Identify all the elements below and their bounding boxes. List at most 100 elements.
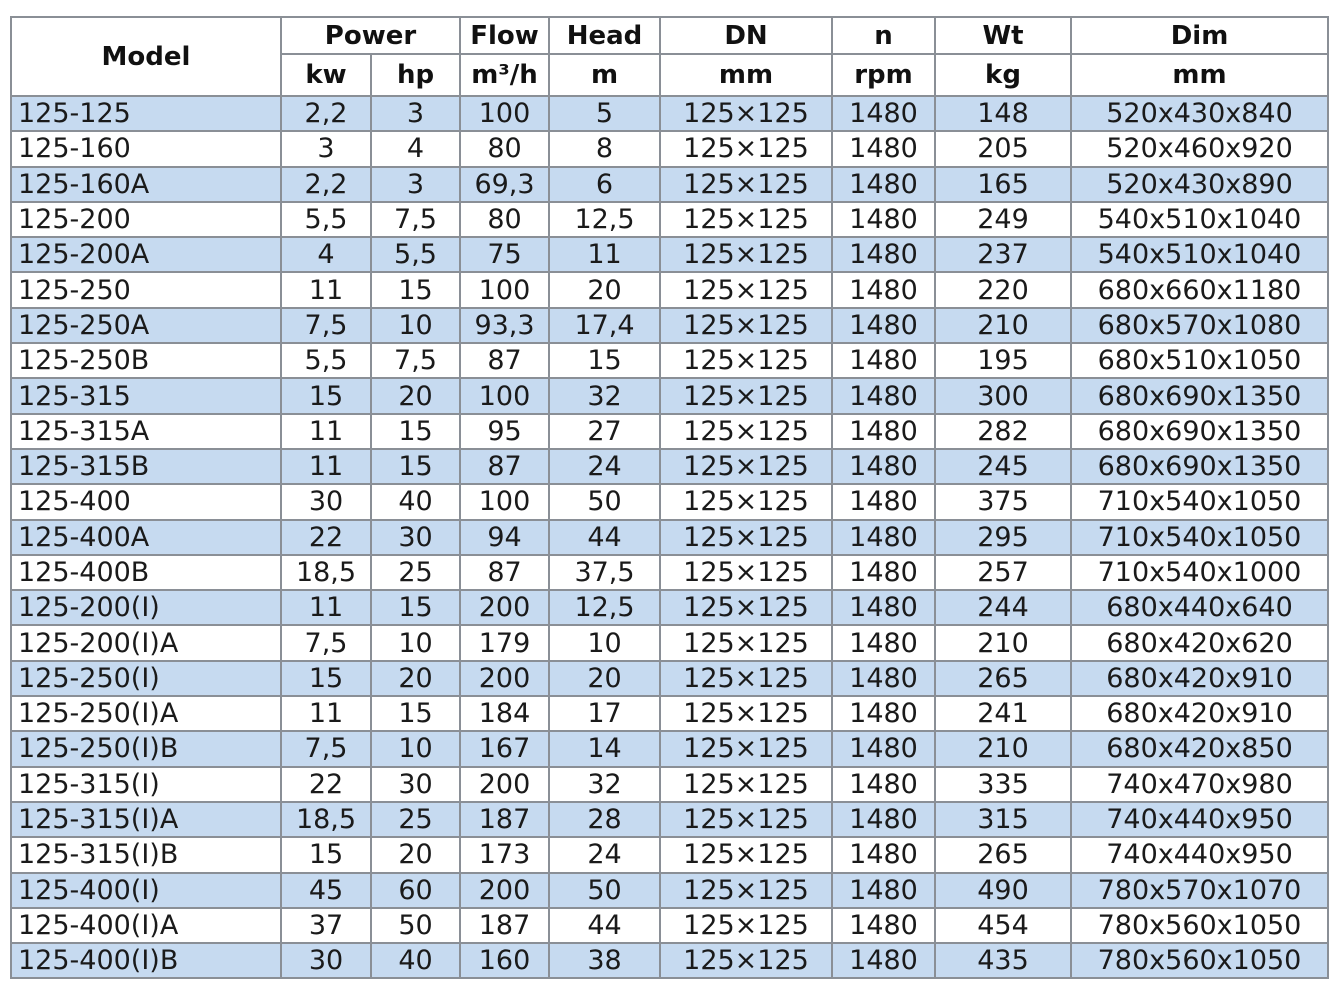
cell-dim: 680x420x910	[1070, 659, 1329, 698]
cell-power-kw: 30	[280, 942, 372, 980]
cell-power-kw: 11	[280, 447, 372, 486]
cell-model: 125-400(I)A	[10, 906, 282, 945]
cell-weight: 210	[934, 624, 1072, 662]
cell-power-kw: 18,5	[280, 800, 372, 839]
table-row: 125-200(I)A 7,5 10 179 10 125×125 1480 210 680x4…	[10, 624, 1329, 662]
cell-power-hp: 15	[370, 589, 461, 627]
cell-head: 20	[548, 659, 661, 698]
cell-dn: 125×125	[659, 94, 833, 133]
cell-power-kw: 15	[280, 377, 372, 415]
cell-flow: 80	[459, 200, 550, 239]
cell-dim: 710x540x1000	[1070, 553, 1329, 592]
cell-power-kw: 11	[280, 695, 372, 733]
cell-dn: 125×125	[659, 130, 833, 168]
cell-power-kw: 22	[280, 518, 372, 556]
table-row: 125-315A 11 15 95 27 125×125 1480 282 680x690x13…	[10, 412, 1329, 450]
cell-model: 125-200	[10, 200, 282, 239]
header-head: Head	[548, 16, 661, 55]
table-row: 125-400(I)A 37 50 187 44 125×125 1480 454 780x56…	[10, 906, 1329, 945]
cell-speed: 1480	[831, 800, 936, 839]
cell-dim: 740x470x980	[1070, 765, 1329, 803]
cell-head: 32	[548, 765, 661, 803]
cell-power-kw: 5,5	[280, 200, 372, 239]
cell-head: 12,5	[548, 200, 661, 239]
unit-speed: rpm	[831, 53, 936, 97]
cell-dn: 125×125	[659, 165, 833, 203]
cell-weight: 315	[934, 800, 1072, 839]
cell-dn: 125×125	[659, 412, 833, 450]
table-row: 125-200(I) 11 15 200 12,5 125×125 1480 244 680x4…	[10, 589, 1329, 627]
cell-speed: 1480	[831, 377, 936, 415]
cell-speed: 1480	[831, 483, 936, 521]
cell-dim: 740x440x950	[1070, 836, 1329, 874]
cell-dn: 125×125	[659, 236, 833, 274]
cell-dn: 125×125	[659, 342, 833, 380]
cell-power-hp: 3	[370, 165, 461, 203]
cell-model: 125-400B	[10, 553, 282, 592]
cell-weight: 490	[934, 871, 1072, 909]
cell-dn: 125×125	[659, 271, 833, 309]
cell-speed: 1480	[831, 447, 936, 486]
cell-head: 50	[548, 871, 661, 909]
cell-speed: 1480	[831, 200, 936, 239]
cell-flow: 80	[459, 130, 550, 168]
cell-flow: 93,3	[459, 306, 550, 345]
cell-weight: 220	[934, 271, 1072, 309]
cell-power-kw: 30	[280, 483, 372, 521]
cell-power-hp: 25	[370, 553, 461, 592]
cell-dn: 125×125	[659, 765, 833, 803]
cell-speed: 1480	[831, 306, 936, 345]
cell-power-hp: 40	[370, 942, 461, 980]
table-row: 125-315 15 20 100 32 125×125 1480 300 680x690x13…	[10, 377, 1329, 415]
cell-flow: 179	[459, 624, 550, 662]
cell-flow: 100	[459, 271, 550, 309]
cell-flow: 200	[459, 871, 550, 909]
cell-power-kw: 45	[280, 871, 372, 909]
cell-weight: 435	[934, 942, 1072, 980]
table-row: 125-250B 5,5 7,5 87 15 125×125 1480 195 680x510x…	[10, 342, 1329, 380]
cell-speed: 1480	[831, 906, 936, 945]
unit-dn: mm	[659, 53, 833, 97]
cell-dim: 520x460x920	[1070, 130, 1329, 168]
header-power: Power	[280, 16, 461, 55]
cell-dim: 680x660x1180	[1070, 271, 1329, 309]
cell-speed: 1480	[831, 730, 936, 768]
cell-dn: 125×125	[659, 306, 833, 345]
cell-dn: 125×125	[659, 942, 833, 980]
cell-weight: 265	[934, 836, 1072, 874]
cell-weight: 295	[934, 518, 1072, 556]
cell-power-hp: 10	[370, 624, 461, 662]
cell-power-kw: 7,5	[280, 730, 372, 768]
cell-dn: 125×125	[659, 377, 833, 415]
cell-power-hp: 15	[370, 412, 461, 450]
cell-power-hp: 25	[370, 800, 461, 839]
header-flow: Flow	[459, 16, 550, 55]
cell-speed: 1480	[831, 695, 936, 733]
cell-speed: 1480	[831, 94, 936, 133]
cell-power-kw: 15	[280, 836, 372, 874]
unit-head: m	[548, 53, 661, 97]
cell-speed: 1480	[831, 871, 936, 909]
cell-model: 125-250(I)B	[10, 730, 282, 768]
cell-power-hp: 15	[370, 695, 461, 733]
cell-speed: 1480	[831, 342, 936, 380]
cell-speed: 1480	[831, 624, 936, 662]
unit-hp: hp	[370, 53, 461, 97]
cell-model: 125-315	[10, 377, 282, 415]
cell-power-kw: 18,5	[280, 553, 372, 592]
cell-power-hp: 7,5	[370, 342, 461, 380]
cell-speed: 1480	[831, 659, 936, 698]
cell-head: 37,5	[548, 553, 661, 592]
cell-dn: 125×125	[659, 730, 833, 768]
cell-head: 27	[548, 412, 661, 450]
cell-dn: 125×125	[659, 483, 833, 521]
cell-model: 125-400(I)B	[10, 942, 282, 980]
cell-dim: 710x540x1050	[1070, 518, 1329, 556]
cell-power-hp: 4	[370, 130, 461, 168]
cell-flow: 200	[459, 659, 550, 698]
cell-power-hp: 15	[370, 271, 461, 309]
table-row: 125-160 3 4 80 8 125×125 1480 205 520x460x920	[10, 130, 1329, 168]
table-row: 125-160A 2,2 3 69,3 6 125×125 1480 165 520x430x8…	[10, 165, 1329, 203]
cell-power-kw: 7,5	[280, 306, 372, 345]
cell-power-hp: 20	[370, 836, 461, 874]
